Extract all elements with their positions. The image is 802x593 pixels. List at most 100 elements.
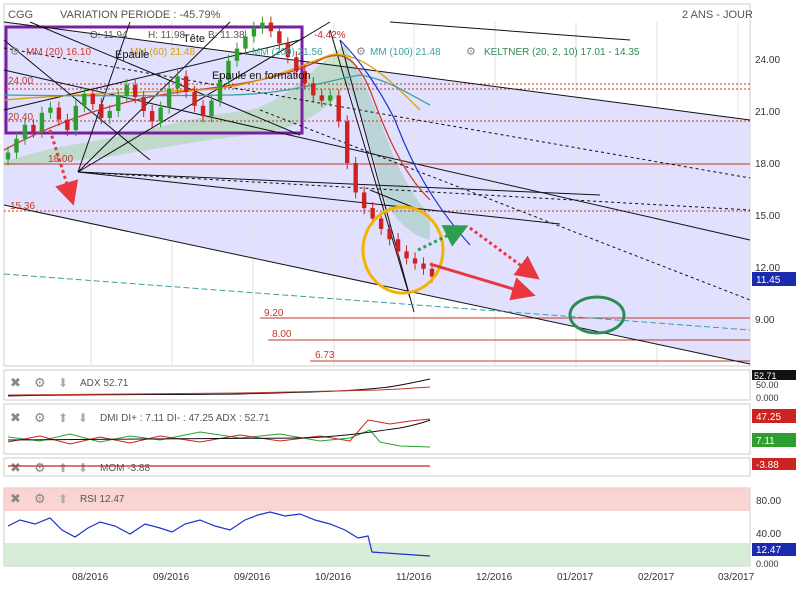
candle-body — [404, 251, 409, 259]
gear-icon[interactable]: ⚙ — [34, 460, 46, 475]
gear-icon[interactable]: ⚙ — [34, 491, 46, 506]
mm20-line — [3, 54, 431, 201]
close-icon[interactable]: ✖ — [10, 491, 21, 506]
vertical-grid — [90, 22, 739, 366]
rsi-value: 12.47 — [756, 545, 781, 556]
adx-label: ADX 52.71 — [80, 378, 129, 389]
candle-body — [133, 85, 138, 98]
rsi-overbought-zone — [4, 488, 750, 511]
adx-value: 52.71 — [754, 371, 777, 381]
di-plus-value: 7.11 — [756, 436, 775, 447]
x-tick: 08/2016 — [72, 572, 109, 583]
mm60-legend: MM (60) 21.48 — [130, 47, 195, 58]
settings-icon-3[interactable]: ⚙ — [466, 46, 476, 58]
candle-body — [116, 95, 121, 111]
gear-icon[interactable]: ⚙ — [34, 375, 46, 390]
price-tick: 21.00 — [755, 107, 780, 118]
highlight-circle — [361, 205, 445, 295]
x-tick: 12/2016 — [476, 572, 513, 583]
symbol-label: CGG — [8, 9, 33, 21]
adx-value-badge — [752, 370, 796, 380]
di-minus-line — [7, 418, 431, 445]
rsi-tick: 80.00 — [756, 496, 781, 507]
ohlc-low: B: 11.38 — [208, 30, 245, 41]
pattern-box — [4, 25, 304, 135]
level-2400-label: 24.00 — [8, 76, 33, 87]
settings-icon[interactable]: ⚙ — [10, 46, 20, 58]
adx-tick: 50.00 — [756, 380, 779, 390]
candle-body — [124, 85, 129, 96]
candle-body — [99, 104, 104, 118]
close-icon[interactable]: ✖ — [10, 375, 21, 390]
candle-body — [22, 124, 28, 139]
candle-body — [217, 79, 223, 101]
x-tick: 09/2016 — [153, 572, 190, 583]
price-tick: 18.00 — [755, 159, 780, 170]
arrow-down-icon[interactable]: ⬇ — [58, 376, 68, 390]
mm200-legend: MM (200) 21.56 — [252, 47, 323, 58]
candle-body — [90, 93, 95, 105]
candle-body — [294, 57, 299, 72]
price-tick: 12.00 — [755, 263, 780, 274]
ohlc-open: O: 11.94 — [90, 30, 128, 41]
keltner-band — [4, 45, 350, 165]
mom-panel — [3, 457, 751, 477]
mom-label: MOM -3.88 — [100, 463, 150, 474]
keltner-band-right — [345, 45, 430, 240]
rsi-label: RSI 12.47 — [80, 494, 125, 505]
candle-body — [311, 83, 316, 96]
candle-body — [378, 218, 384, 229]
candle-body — [200, 105, 206, 117]
red-arrow — [429, 262, 536, 301]
rsi-line — [7, 511, 431, 557]
candle-body — [412, 258, 418, 264]
target-circle — [568, 295, 626, 335]
mom-value: -3.88 — [756, 460, 779, 471]
price-tick: 15.00 — [755, 211, 780, 222]
x-tick: 09/2016 — [234, 572, 271, 583]
candle-body — [353, 163, 358, 193]
candle-body — [14, 138, 19, 153]
candle-body — [141, 97, 146, 111]
dmi-adx-line — [7, 419, 431, 441]
keltner-legend: KELTNER (20, 2, 10) 17.01 - 14.35 — [484, 47, 640, 58]
candle-body — [302, 71, 307, 84]
di-minus-badge — [752, 409, 796, 423]
rsi-oversold-zone — [4, 543, 750, 566]
last-price-label: 11.45 — [756, 275, 781, 286]
gear-icon[interactable]: ⚙ — [34, 410, 46, 425]
candle-body — [395, 239, 401, 252]
candle-body — [421, 263, 426, 269]
close-icon[interactable]: ✖ — [10, 410, 21, 425]
candle-body — [336, 95, 341, 122]
candle-body — [387, 228, 392, 240]
candle-body — [166, 88, 172, 108]
level-1800-label: 18.00 — [48, 154, 73, 165]
arrow-down-icon[interactable]: ⬇ — [78, 411, 88, 425]
candle-body — [158, 107, 163, 122]
rsi-tick: 0.000 — [756, 559, 779, 569]
price-tick: 24.00 — [755, 55, 780, 66]
candle-body — [268, 22, 274, 32]
arrow-up-icon[interactable]: ⬆ — [58, 411, 68, 425]
arrow-up-icon[interactable]: ⬆ — [58, 492, 68, 506]
candle-body — [361, 192, 367, 209]
x-tick: 02/2017 — [638, 572, 675, 583]
arrow-down-icon[interactable]: ⬇ — [78, 461, 88, 475]
level-673-label: 6.73 — [315, 350, 335, 361]
epaule-left-label: Epaule — [115, 49, 149, 61]
candle-body — [192, 91, 197, 106]
candle-body — [285, 43, 291, 58]
period-label: 2 ANS - JOUR — [682, 9, 753, 21]
arrow-up-icon[interactable]: ⬆ — [58, 461, 68, 475]
settings-icon-2[interactable]: ⚙ — [356, 46, 366, 58]
mom-badge — [752, 458, 796, 470]
mm20-legend: MM (20) 16.10 — [26, 47, 91, 58]
candle-body — [429, 268, 435, 277]
close-icon[interactable]: ✖ — [10, 460, 21, 475]
long-ma-line — [3, 273, 751, 331]
candle-body — [251, 27, 257, 37]
candle-body — [107, 111, 112, 118]
candle-body — [260, 22, 265, 28]
